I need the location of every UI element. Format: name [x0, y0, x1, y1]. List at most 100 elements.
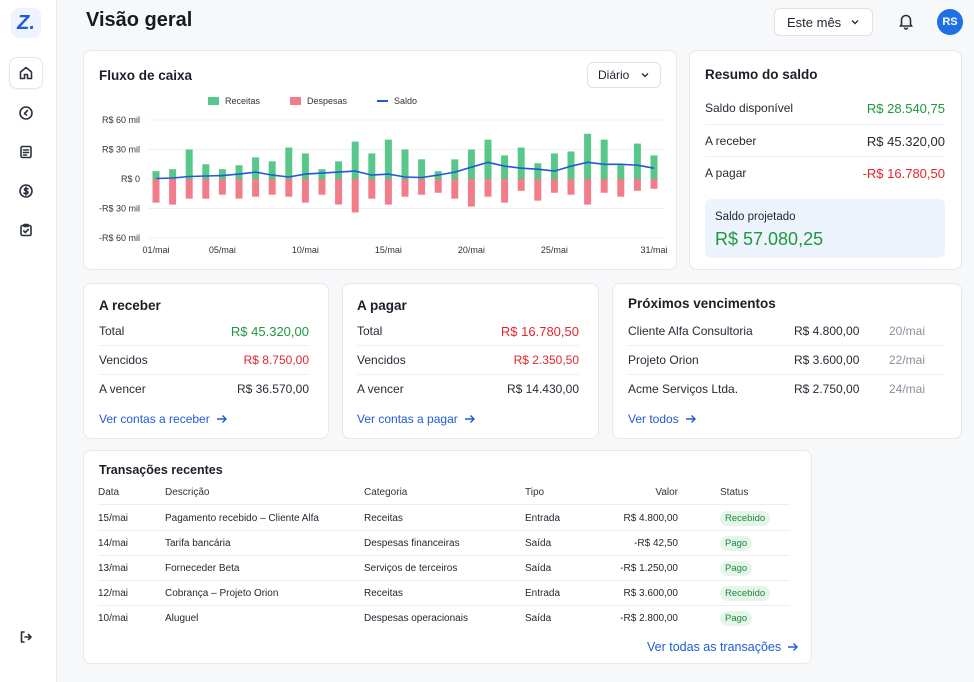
- col-value: Valor: [655, 486, 678, 498]
- divider: [628, 374, 944, 375]
- summary-row-receivable: A receber R$ 45.320,00: [705, 133, 945, 149]
- table-row[interactable]: 10/mai Aluguel Despesas operacionais Saída -…: [98, 606, 790, 630]
- table-row[interactable]: 15/mai Pagamento recebido – Cliente Alfa R…: [98, 506, 790, 530]
- summary-row-payable: A pagar -R$ 16.780,50: [705, 165, 945, 181]
- status-badge: Pago: [720, 560, 753, 576]
- logout-button[interactable]: [9, 621, 43, 653]
- cell-status: Pago: [720, 610, 753, 626]
- income-bar: [451, 159, 459, 179]
- divider: [357, 345, 579, 346]
- nav-finance-button[interactable]: [9, 175, 43, 207]
- receivable-label: A vencer: [99, 382, 146, 396]
- income-bar: [401, 149, 409, 179]
- receivable-value: R$ 45.320,00: [230, 323, 309, 339]
- transactions-link[interactable]: Ver todas as transações: [647, 640, 799, 654]
- expense-bar: [169, 179, 177, 205]
- receivable-link[interactable]: Ver contas a receber: [99, 412, 228, 426]
- cell-status: Pago: [720, 535, 753, 551]
- income-bar: [185, 149, 193, 179]
- payable-row-overdue: Vencidos R$ 2.350,50: [357, 352, 579, 368]
- income-bar: [501, 155, 509, 179]
- nav-home-button[interactable]: [9, 57, 43, 89]
- period-select[interactable]: Este mês: [774, 8, 873, 36]
- due-link[interactable]: Ver todos: [628, 412, 697, 426]
- table-row[interactable]: 14/mai Tarifa bancária Despesas financeira…: [98, 531, 790, 555]
- table-row[interactable]: 12/mai Cobrança – Projeto Orion Receitas En…: [98, 581, 790, 605]
- income-bar: [351, 141, 359, 179]
- payable-value: R$ 16.780,50: [500, 323, 579, 339]
- history-icon: [19, 106, 33, 120]
- x-tick-label: 05/mai: [209, 245, 236, 255]
- y-tick-label: R$ 0: [121, 174, 140, 184]
- expense-bar: [584, 179, 592, 205]
- payable-link-label: Ver contas a pagar: [357, 412, 458, 426]
- divider: [98, 580, 790, 581]
- payable-row-upcoming: A vencer R$ 14.430,00: [357, 381, 579, 397]
- cashflow-period-select[interactable]: Diário: [587, 62, 661, 88]
- cell-type: Saída: [525, 612, 552, 624]
- table-row[interactable]: 13/mai Forneceder Beta Serviços de terceir…: [98, 556, 790, 580]
- nav-history-button[interactable]: [9, 97, 43, 129]
- col-type: Tipo: [525, 486, 545, 498]
- expense-bar: [268, 179, 276, 195]
- x-tick-label: 31/mai: [640, 245, 667, 255]
- due-value: R$ 2.750,00: [794, 382, 860, 396]
- expense-bar: [202, 179, 210, 199]
- income-bar: [484, 139, 492, 179]
- income-bar: [285, 147, 293, 179]
- expense-bar: [517, 179, 525, 191]
- cashflow-chart: R$ 60 mil R$ 30 mil R$ 0 -R$ 30 mil -R$ 60 m…: [99, 115, 668, 255]
- income-bar: [268, 161, 276, 179]
- due-row[interactable]: Acme Serviços Ltda. R$ 2.750,00 24/mai: [628, 381, 944, 397]
- due-date: 20/mai: [889, 324, 926, 338]
- expense-bar: [235, 179, 243, 199]
- income-bar: [633, 143, 641, 179]
- expense-bar: [351, 179, 359, 213]
- user-avatar[interactable]: RS: [937, 9, 963, 35]
- expense-bar: [384, 179, 392, 205]
- payable-link[interactable]: Ver contas a pagar: [357, 412, 476, 426]
- summary-title: Resumo do saldo: [705, 67, 818, 82]
- summary-value: -R$ 16.780,50: [862, 165, 945, 181]
- expense-bar: [633, 179, 641, 191]
- app-logo[interactable]: Z.: [11, 8, 41, 38]
- due-name: Acme Serviços Ltda.: [628, 382, 739, 396]
- payable-label: Total: [357, 324, 383, 338]
- due-value: R$ 4.800,00: [794, 324, 860, 338]
- balance-line: [155, 161, 655, 180]
- nav-tasks-button[interactable]: [9, 214, 43, 246]
- expense-bar: [617, 179, 625, 197]
- status-badge: Pago: [720, 610, 753, 626]
- arrow-right-icon: [685, 415, 696, 423]
- chart-legend: Receitas Despesas Saldo: [208, 96, 417, 106]
- summary-label: A receber: [705, 134, 757, 148]
- expense-bar: [152, 179, 160, 203]
- nav-reports-button[interactable]: [9, 136, 43, 168]
- due-row[interactable]: Projeto Orion R$ 3.600,00 22/mai: [628, 352, 944, 368]
- expense-bar: [434, 179, 442, 193]
- divider: [357, 374, 579, 375]
- payable-label: A vencer: [357, 382, 404, 396]
- cell-category: Receitas: [364, 512, 403, 524]
- receivable-link-label: Ver contas a receber: [99, 412, 210, 426]
- due-title: Próximos vencimentos: [628, 296, 776, 311]
- expense-bar: [368, 179, 376, 199]
- expense-bar: [650, 179, 658, 189]
- notifications-button[interactable]: [897, 12, 915, 30]
- divider: [99, 374, 309, 375]
- x-tick-label: 15/mai: [375, 245, 402, 255]
- expense-bar: [467, 179, 475, 207]
- col-category: Categoria: [364, 486, 408, 498]
- due-date: 24/mai: [889, 382, 926, 396]
- x-tick-label: 20/mai: [458, 245, 485, 255]
- arrow-right-icon: [464, 415, 475, 423]
- payable-label: Vencidos: [357, 353, 406, 367]
- income-bar: [600, 139, 608, 179]
- due-value: R$ 3.600,00: [794, 353, 860, 367]
- due-row[interactable]: Cliente Alfa Consultoria R$ 4.800,00 20/…: [628, 323, 944, 339]
- receivable-title: A receber: [99, 298, 161, 313]
- income-bar: [567, 151, 575, 179]
- income-bar: [169, 169, 177, 179]
- payable-card: [342, 283, 599, 439]
- cell-value: R$ 4.800,00: [623, 512, 679, 524]
